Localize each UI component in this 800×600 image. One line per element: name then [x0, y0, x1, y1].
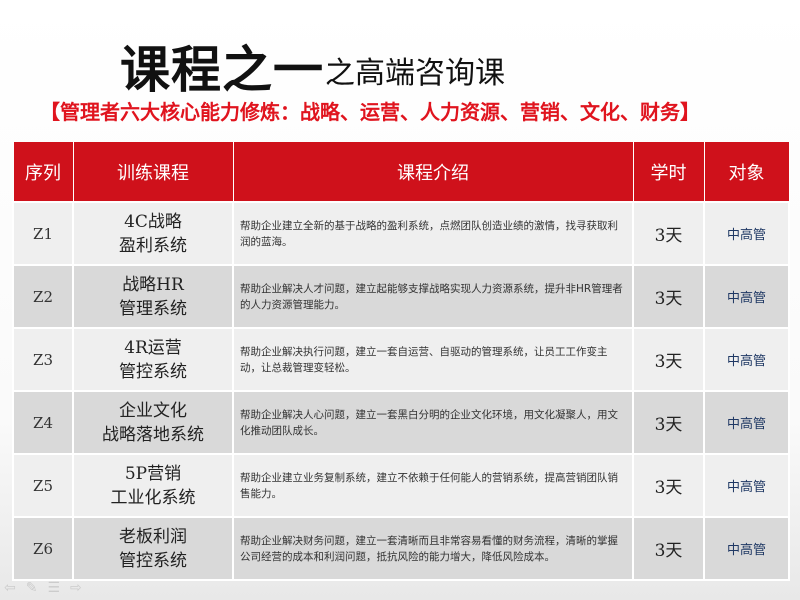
- course-name-line2: 管控系统: [119, 361, 187, 382]
- course-hours: 3天: [632, 201, 705, 266]
- course-hours: 3天: [632, 264, 705, 329]
- course-name: 4C战略盈利系统: [72, 201, 234, 266]
- header-cell: 训练课程: [72, 142, 234, 203]
- table-row: Z6 老板利润管控系统 帮助企业解决财务问题，建立一套清晰而且非常容易看懂的财务…: [12, 516, 790, 581]
- course-name: 5P营销工业化系统: [72, 453, 234, 518]
- table-row: Z1 4C战略盈利系统 帮助企业建立全新的基于战略的盈利系统，点燃团队创造业绩的…: [12, 201, 790, 266]
- row-id: Z1: [12, 201, 74, 266]
- course-audience: 中高管: [703, 201, 790, 266]
- course-hours: 3天: [632, 390, 705, 455]
- course-audience: 中高管: [703, 516, 790, 581]
- table-row: Z3 4R运营管控系统 帮助企业解决执行问题，建立一套自运营、自驱动的管理系统，…: [12, 327, 790, 392]
- row-id: Z4: [12, 390, 74, 455]
- course-name: 老板利润 管控系统: [72, 516, 234, 581]
- slide-subtitle: 之高端咨询课: [325, 56, 505, 91]
- course-name: 战略HR 管理系统: [72, 264, 234, 329]
- row-id: Z3: [12, 327, 74, 392]
- course-name-line2: 盈利系统: [119, 235, 187, 256]
- header-cell: 序列: [12, 142, 74, 203]
- header-cell: 学时: [632, 142, 705, 203]
- header-cell: 课程介绍: [232, 142, 634, 203]
- course-name-line1: 企业文化: [119, 400, 187, 421]
- tagline: 【管理者六大核心能力修炼：战略、运营、人力资源、营销、文化、财务】: [40, 100, 700, 124]
- course-audience: 中高管: [703, 264, 790, 329]
- forward-arrow-icon[interactable]: ⇨: [70, 580, 82, 596]
- back-arrow-icon[interactable]: ⇦: [4, 580, 16, 596]
- course-description: 帮助企业解决财务问题，建立一套清晰而且非常容易看懂的财务流程，清晰的掌握公司经营…: [232, 516, 634, 581]
- menu-icon[interactable]: ☰: [47, 580, 61, 596]
- course-table: 序列 训练课程 课程介绍 学时 对象 Z1 4C战略盈利系统 帮助企业建立全新的…: [12, 142, 790, 581]
- course-name-line2: 战略落地系统: [102, 424, 204, 445]
- course-name-line1: 老板利润: [119, 526, 187, 547]
- pen-icon[interactable]: ✎: [25, 580, 38, 596]
- course-hours: 3天: [632, 516, 705, 581]
- course-name: 企业文化战略落地系统: [72, 390, 234, 455]
- course-name-line1: 战略HR: [122, 274, 184, 295]
- course-name-line2: 管理系统: [119, 298, 187, 319]
- row-id: Z5: [12, 453, 74, 518]
- course-name: 4R运营管控系统: [72, 327, 234, 392]
- course-description: 帮助企业解决人心问题，建立一套黑白分明的企业文化环境，用文化凝聚人，用文化推动团…: [232, 390, 634, 455]
- course-description: 帮助企业解决执行问题，建立一套自运营、自驱动的管理系统，让员工工作变主动，让总裁…: [232, 327, 634, 392]
- course-hours: 3天: [632, 327, 705, 392]
- table-row: Z4 企业文化战略落地系统 帮助企业解决人心问题，建立一套黑白分明的企业文化环境…: [12, 390, 790, 455]
- course-audience: 中高管: [703, 453, 790, 518]
- table-row: Z2 战略HR 管理系统 帮助企业解决人才问题，建立起能够支撑战略实现人力资源系统…: [12, 264, 790, 329]
- course-audience: 中高管: [703, 327, 790, 392]
- course-name-line1: 5P营销: [124, 463, 182, 484]
- slide-title: 课程之一: [120, 41, 324, 99]
- course-description: 帮助企业解决人才问题，建立起能够支撑战略实现人力资源系统，提升非HR管理者的人力…: [232, 264, 634, 329]
- course-hours: 3天: [632, 453, 705, 518]
- row-id: Z6: [12, 516, 74, 581]
- table-row: Z5 5P营销工业化系统 帮助企业建立业务复制系统，建立不依赖于任何能人的营销系…: [12, 453, 790, 518]
- course-name-line1: 4R运营: [124, 337, 182, 358]
- course-name-line1: 4C战略: [124, 211, 182, 232]
- row-id: Z2: [12, 264, 74, 329]
- header-cell: 对象: [703, 142, 790, 203]
- table-header: 序列 训练课程 课程介绍 学时 对象: [12, 142, 790, 203]
- course-name-line2: 工业化系统: [110, 487, 196, 508]
- course-description: 帮助企业建立业务复制系统，建立不依赖于任何能人的营销系统，提高营销团队销售能力。: [232, 453, 634, 518]
- slide-nav: ⇦ ✎ ☰ ⇨: [4, 580, 82, 596]
- course-name-line2: 管控系统: [119, 550, 187, 571]
- course-audience: 中高管: [703, 390, 790, 455]
- course-description: 帮助企业建立全新的基于战略的盈利系统，点燃团队创造业绩的激情，找寻获取利润的蓝海…: [232, 201, 634, 266]
